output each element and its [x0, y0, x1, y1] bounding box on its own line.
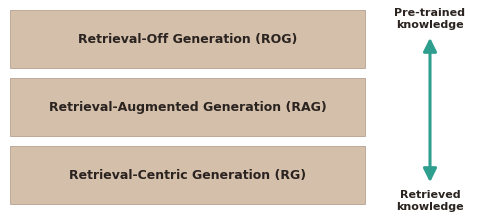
- FancyBboxPatch shape: [10, 78, 365, 136]
- Text: Retrieved
knowledge: Retrieved knowledge: [396, 190, 464, 212]
- Text: Retrieval-Augmented Generation (RAG): Retrieval-Augmented Generation (RAG): [49, 101, 326, 114]
- FancyBboxPatch shape: [10, 146, 365, 204]
- Text: Retrieval-Off Generation (ROG): Retrieval-Off Generation (ROG): [78, 33, 297, 46]
- Text: Retrieval-Centric Generation (RG): Retrieval-Centric Generation (RG): [69, 169, 306, 182]
- FancyBboxPatch shape: [10, 10, 365, 68]
- Text: Pre-trained
knowledge: Pre-trained knowledge: [394, 8, 465, 30]
